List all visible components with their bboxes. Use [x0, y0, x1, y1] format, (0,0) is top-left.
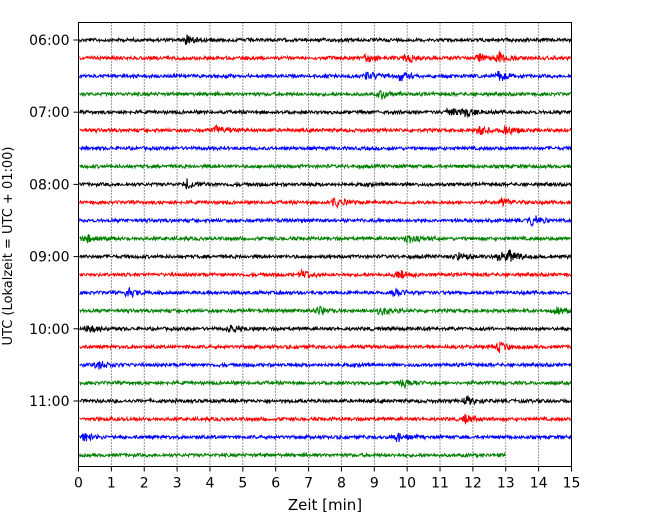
y-tick-label: 08:00	[29, 177, 69, 193]
trace-line	[79, 378, 572, 390]
x-tick-label: 4	[206, 476, 215, 492]
seismic-traces	[79, 34, 572, 459]
x-tick-label: 7	[304, 476, 313, 492]
trace-line	[79, 432, 572, 443]
x-tick-label: 12	[464, 476, 482, 492]
trace-line	[79, 324, 572, 334]
y-tick-label: 06:00	[29, 33, 69, 49]
y-tick-label: 11:00	[29, 394, 69, 410]
plot-frame	[78, 22, 572, 467]
x-tick-label: 14	[530, 476, 548, 492]
x-tick-label: 10	[398, 476, 416, 492]
y-tick-label: 10:00	[29, 322, 69, 338]
trace-line	[79, 70, 572, 82]
trace-line	[79, 197, 572, 210]
trace-line	[79, 215, 572, 227]
x-tick-label: 1	[107, 476, 116, 492]
trace-line	[79, 51, 572, 63]
x-tick-label: 15	[563, 476, 581, 492]
trace-line	[79, 361, 572, 370]
x-axis: 0 1 2 3 4 5 6 7 8 9 10 11 12 13 14 15	[74, 466, 581, 492]
x-tick-label: 2	[140, 476, 149, 492]
x-tick-label: 5	[238, 476, 247, 492]
x-tick-label: 6	[271, 476, 280, 492]
trace-line	[79, 234, 572, 245]
x-tick-label: 0	[74, 476, 83, 492]
trace-line	[79, 451, 506, 459]
trace-line	[79, 287, 572, 299]
x-tick-label: 8	[337, 476, 346, 492]
x-tick-label: 9	[370, 476, 379, 492]
y-tick-label: 07:00	[29, 105, 69, 121]
x-tick-label: 11	[431, 476, 449, 492]
trace-line	[79, 89, 572, 100]
x-axis-title: Zeit [min]	[288, 496, 362, 514]
trace-line	[79, 106, 572, 119]
x-tick-label: 3	[173, 476, 182, 492]
trace-line	[79, 124, 572, 136]
trace-line	[79, 162, 572, 170]
trace-line	[79, 395, 572, 406]
vertical-grid	[110, 22, 540, 467]
trace-line	[79, 144, 572, 152]
trace-line	[79, 34, 572, 45]
y-axis: 06:00 07:00 08:00 09:00 10:00 11:00	[29, 33, 79, 410]
trace-line	[79, 305, 572, 316]
y-tick-label: 09:00	[29, 250, 69, 266]
trace-line	[79, 178, 572, 190]
trace-line	[79, 340, 572, 354]
x-tick-label: 13	[497, 476, 515, 492]
trace-line	[79, 413, 572, 425]
trace-line	[79, 248, 572, 263]
trace-line	[79, 268, 572, 279]
y-axis-title: UTC (Lokalzeit = UTC + 01:00)	[1, 147, 16, 346]
